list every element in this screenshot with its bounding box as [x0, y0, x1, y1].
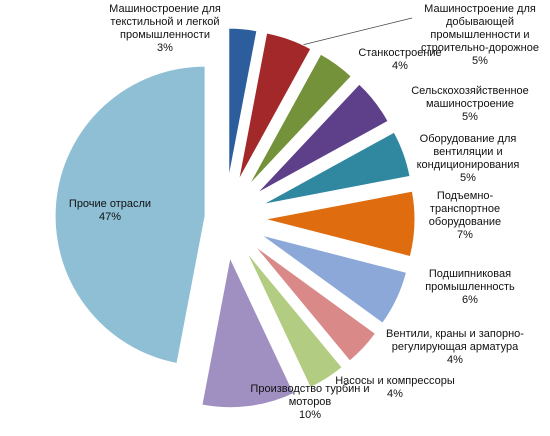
pie-slice	[253, 244, 377, 362]
leader-line	[297, 17, 413, 47]
slice-label: Подшипниковая промышленность 6%	[410, 268, 530, 307]
slice-value: 7%	[457, 229, 473, 241]
slice-value: 4%	[387, 388, 403, 400]
slice-label: Вентили, краны и запорно-регулирующая ар…	[385, 328, 525, 367]
slice-name: Подшипниковая промышленность	[425, 268, 515, 293]
pie-slice	[54, 65, 206, 365]
slice-name: Машиностроение для текстильной и легкой …	[109, 3, 221, 41]
slice-value: 10%	[298, 409, 322, 421]
slice-name: Оборудование для вентиляции и кондициони…	[416, 133, 520, 171]
slice-value: 5%	[462, 111, 478, 123]
pie-slice	[228, 27, 258, 179]
slice-label: Производство турбин и моторов 10%	[250, 383, 370, 422]
slice-label: Сельскохозяйственное машиностроение 5%	[395, 85, 545, 124]
pie-slice	[201, 256, 295, 409]
slice-label: Подъемно-транспортное оборудование 7%	[410, 190, 520, 242]
slice-name: Вентили, краны и запорно-регулирующая ар…	[386, 328, 524, 353]
pie-slice	[248, 53, 352, 186]
slice-value: 4%	[392, 60, 408, 72]
slice-name: Сельскохозяйственное машиностроение	[411, 85, 529, 110]
slice-value: 47%	[98, 211, 122, 223]
slice-name: Насосы и компрессоры	[335, 375, 455, 387]
slice-value: 4%	[447, 354, 463, 366]
slice-value: 6%	[462, 294, 478, 306]
slice-name: Машиностроение для добывающей промышленн…	[421, 3, 539, 54]
pie-slice	[238, 32, 312, 181]
slice-label: Насосы и компрессоры 4%	[320, 375, 470, 401]
slice-label: Машиностроение для текстильной и легкой …	[85, 3, 245, 55]
pie-slice	[262, 131, 411, 205]
slice-label: Машиностроение для добывающей промышленн…	[415, 3, 545, 68]
pie-slice	[245, 251, 343, 389]
slice-name: Станкостроение	[358, 47, 442, 59]
slice-label: Прочие отрасли 47%	[55, 198, 165, 224]
pie-slice	[260, 234, 408, 324]
slice-label: Станкостроение 4%	[350, 47, 450, 73]
slice-name: Производство турбин и моторов	[250, 383, 370, 408]
slice-name: Прочие отрасли	[68, 198, 152, 210]
slice-label: Оборудование для вентиляции и кондициони…	[398, 133, 538, 185]
slice-value: 5%	[472, 55, 488, 67]
pie-slice	[264, 190, 416, 258]
pie-slice	[256, 83, 389, 194]
slice-value: 5%	[460, 172, 476, 184]
slice-value: 3%	[157, 42, 173, 54]
slice-name: Подъемно-транспортное оборудование	[428, 190, 502, 228]
